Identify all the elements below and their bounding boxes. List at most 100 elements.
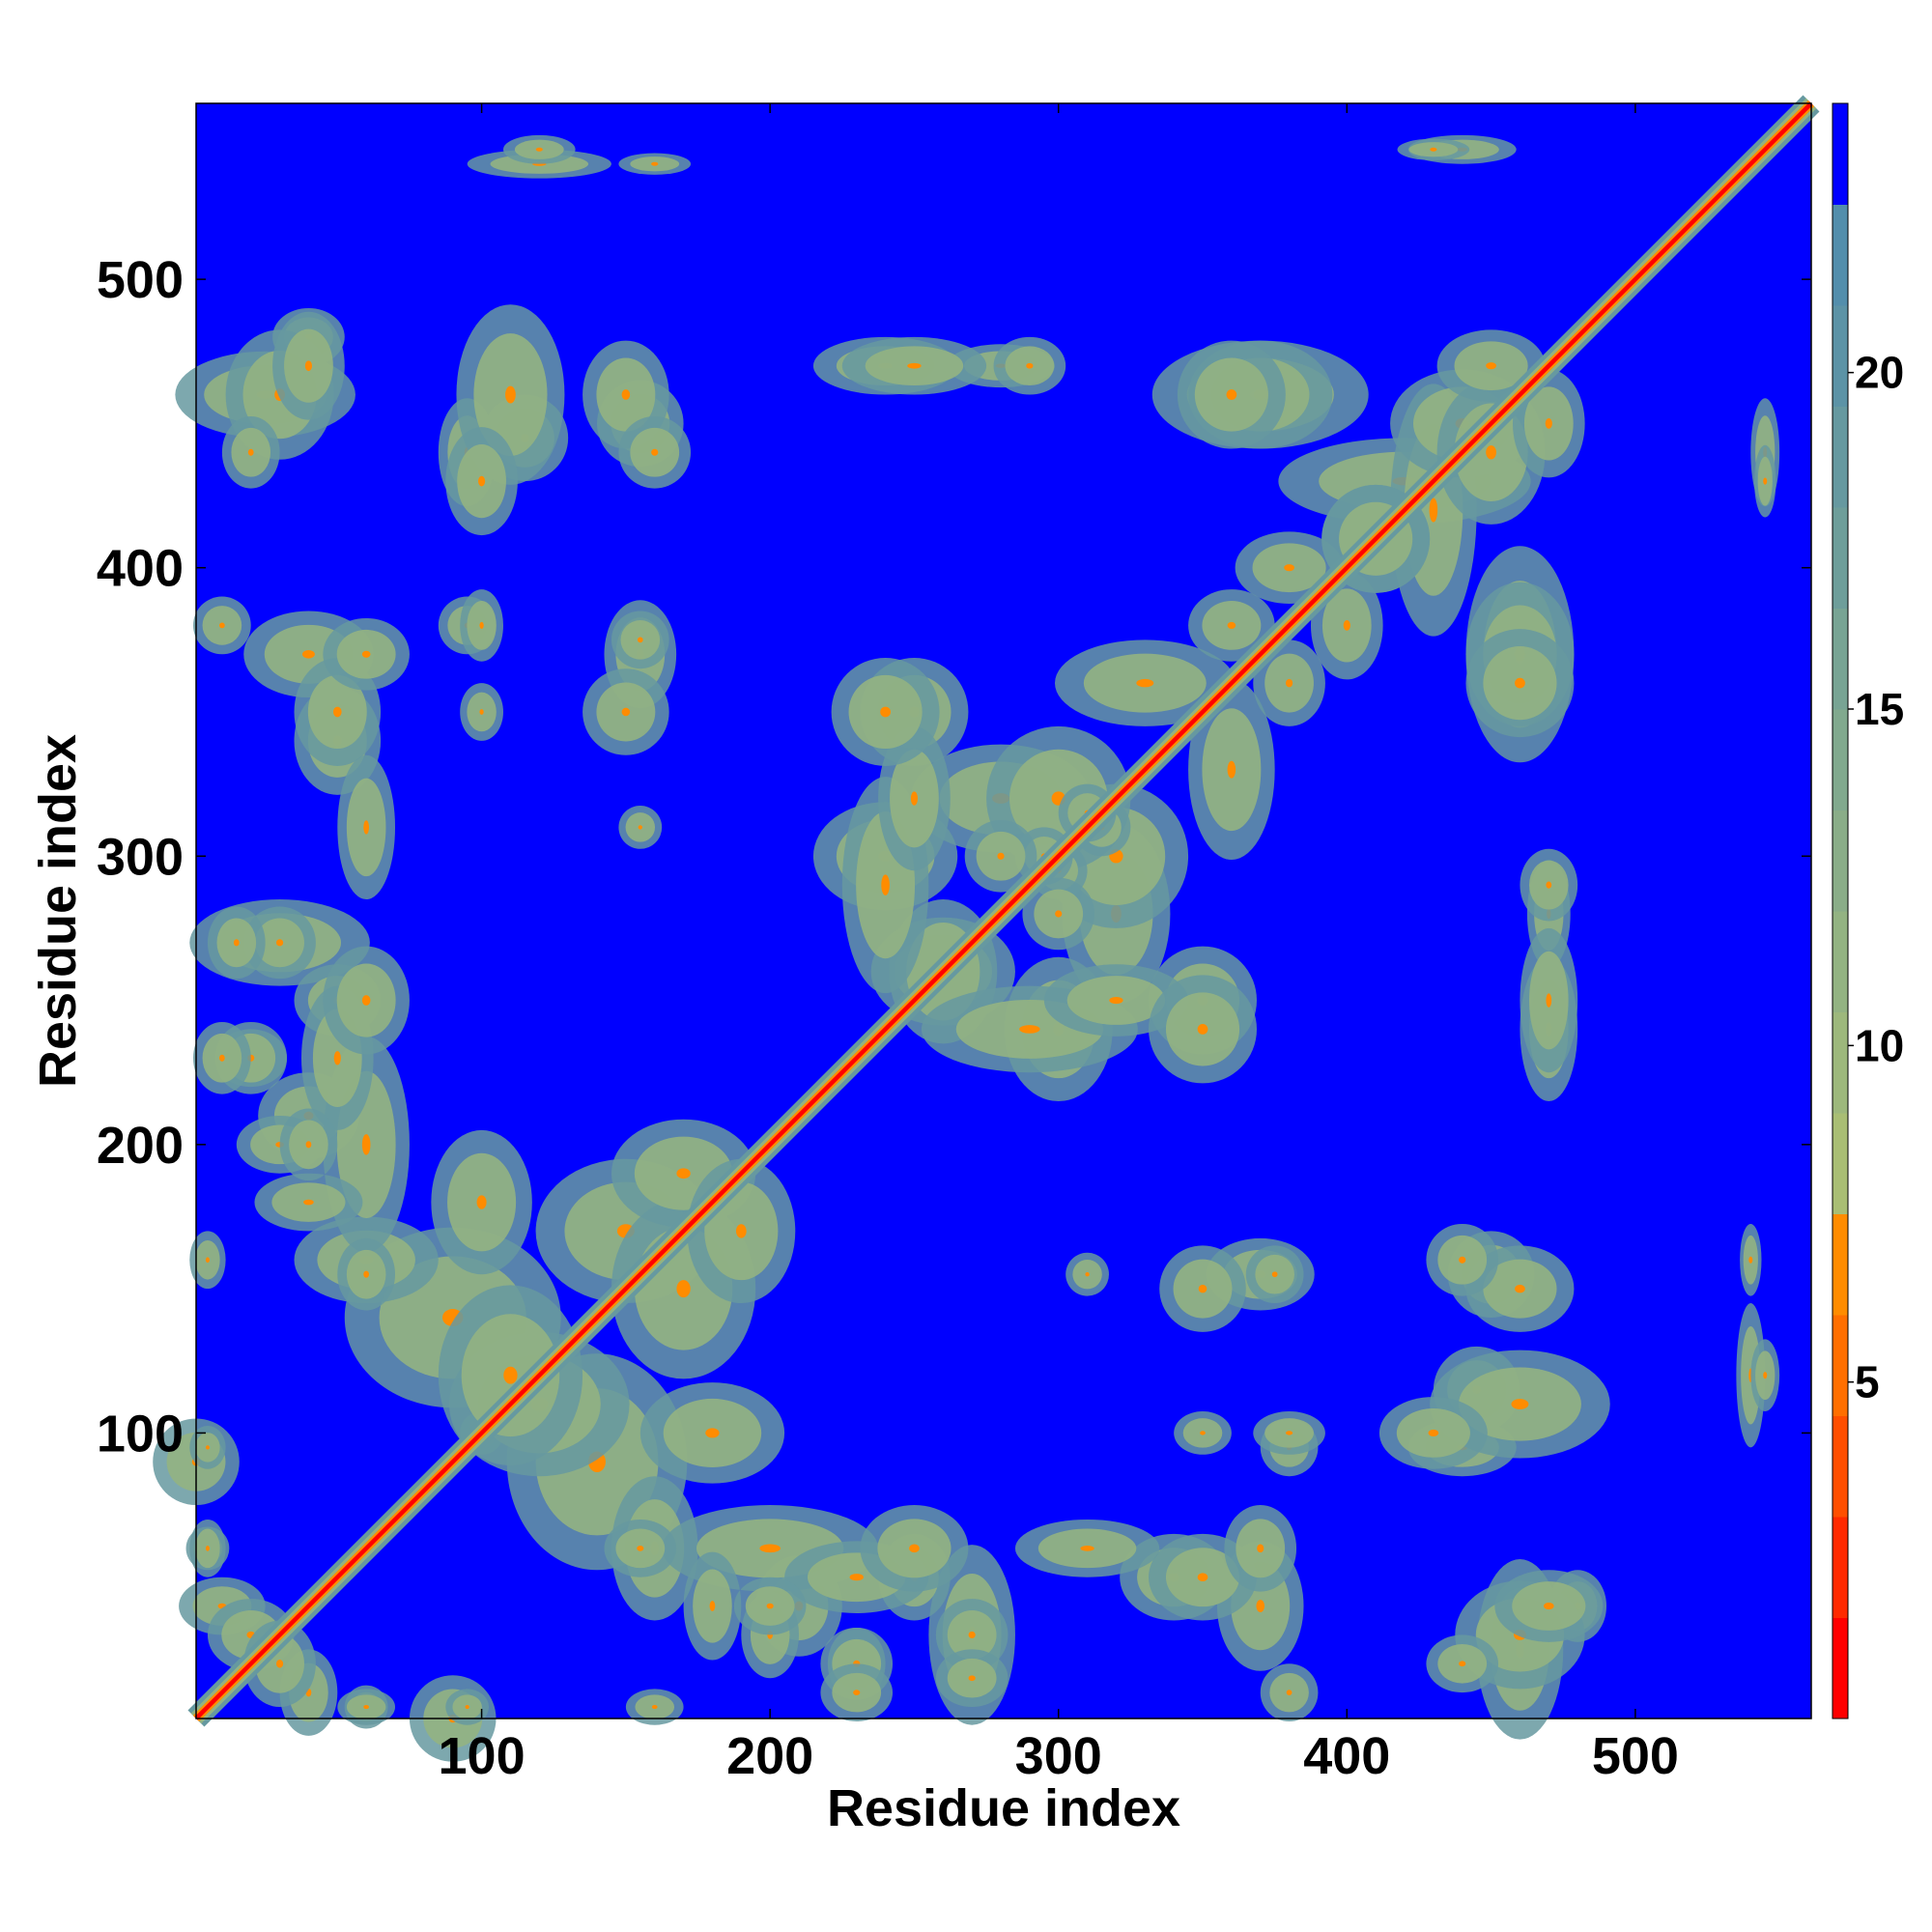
y-axis-label: Residue index <box>29 734 87 1088</box>
contact-hotspot <box>651 448 659 456</box>
colorbar-frame <box>1832 102 1849 1719</box>
colorbar: 5 10 15 20 <box>1832 102 1904 1719</box>
contact-hotspot <box>1511 1399 1529 1409</box>
colorbar-segment <box>1833 204 1848 306</box>
x-tick-label: 400 <box>1303 1727 1390 1785</box>
contact-hotspot <box>205 1445 210 1450</box>
colorbar-segment <box>1833 1415 1848 1518</box>
x-tick-label: 100 <box>439 1727 526 1785</box>
contact-hotspot <box>1019 1025 1040 1034</box>
contact-hotspot <box>1197 1573 1208 1581</box>
x-axis-ticks: 100 200 300 400 500 <box>439 103 1679 1785</box>
contact-hotspot <box>1430 147 1437 152</box>
contact-hotspot <box>637 1545 644 1551</box>
x-axis-label: Residue index <box>827 1779 1180 1837</box>
plot-area <box>153 95 1820 1762</box>
contact-hotspot <box>1286 1431 1293 1435</box>
y-tick-label: 300 <box>97 828 184 886</box>
contact-hotspot <box>709 1601 716 1611</box>
contact-hotspot <box>735 1224 747 1238</box>
contact-hotspot <box>1026 362 1034 369</box>
contact-hotspot <box>363 1705 370 1710</box>
plot-frame <box>195 102 1812 1719</box>
contact-hotspot <box>219 1054 225 1062</box>
y-tick-label: 500 <box>97 251 184 309</box>
contact-hotspot <box>849 1574 864 1581</box>
contact-hotspot <box>1543 1602 1554 1610</box>
contact-hotspot <box>1343 620 1350 631</box>
contact-hotspot <box>363 820 370 835</box>
colorbar-segment <box>1833 1517 1848 1618</box>
contact-hotspot <box>910 791 919 806</box>
contact-hotspot <box>1486 445 1496 460</box>
contact-hotspot <box>1546 881 1552 889</box>
contact-hotspot <box>1486 362 1496 370</box>
diagonal-line <box>194 101 1813 1720</box>
contact-hotspot <box>301 649 315 659</box>
colorbar-segment <box>1833 103 1848 205</box>
contact-hotspot <box>651 161 659 166</box>
contact-hotspot <box>303 1199 314 1206</box>
contact-hotspot <box>676 1168 691 1179</box>
contact-hotspot <box>305 1141 312 1149</box>
contact-hotspot <box>881 874 890 895</box>
contact-hotspot <box>1515 1284 1525 1293</box>
y-axis-ticks: 100 200 300 400 500 <box>97 251 1811 1463</box>
contact-hotspot <box>968 1675 976 1682</box>
contact-hotspot <box>1459 1256 1466 1264</box>
contact-hotspot <box>621 707 631 717</box>
contact-hotspot <box>1080 1545 1094 1551</box>
contact-hotspot <box>1257 1544 1264 1553</box>
contact-hotspot <box>361 650 371 658</box>
contact-hotspot <box>1286 678 1293 688</box>
contact-hotspot <box>304 360 313 372</box>
contact-hotspot <box>276 1659 284 1668</box>
contact-hotspot <box>479 709 484 715</box>
contact-hotspot <box>479 621 484 629</box>
contact-hotspot <box>1085 1272 1090 1277</box>
contact-hotspot <box>621 389 631 400</box>
contact-hotspot <box>1515 677 1525 689</box>
contact-hotspot <box>1198 1284 1208 1293</box>
contact-hotspot <box>1226 389 1237 400</box>
contact-hotspot <box>1429 497 1438 523</box>
contact-hotspot <box>205 1257 210 1264</box>
colorbar-segment <box>1833 1113 1848 1214</box>
colorbar-segment <box>1833 608 1848 710</box>
colorbar-segment <box>1833 911 1848 1012</box>
contact-hotspot <box>1227 760 1236 779</box>
contact-hotspot <box>505 385 516 404</box>
contact-hotspot <box>465 1705 469 1710</box>
colorbar-tick-label: 5 <box>1855 1357 1880 1407</box>
contact-hotspot <box>478 475 486 487</box>
contact-hotspot <box>637 637 643 643</box>
contact-hotspot <box>219 622 225 629</box>
contact-hotspot <box>705 1428 720 1438</box>
x-tick-label: 500 <box>1592 1727 1679 1785</box>
contact-hotspot <box>535 147 543 152</box>
contact-hotspot <box>1546 993 1552 1008</box>
contact-hotspot <box>276 939 284 947</box>
colorbar-segment <box>1833 406 1848 508</box>
contact-hotspot <box>1136 678 1154 688</box>
contact-hotspot <box>1748 1256 1753 1264</box>
contact-hotspot <box>333 1051 341 1065</box>
contact-hotspot <box>766 1603 774 1609</box>
contact-hotspot <box>907 362 922 369</box>
contact-hotspot <box>1428 1429 1439 1436</box>
contact-hotspot <box>1256 1600 1265 1613</box>
colorbar-segment <box>1833 507 1848 609</box>
x-tick-label: 200 <box>726 1727 813 1785</box>
contact-hotspot <box>853 1690 861 1695</box>
diagonal-band <box>187 95 1820 1727</box>
contact-hotspot <box>759 1544 781 1553</box>
colorbar-segment <box>1833 709 1848 810</box>
colorbar-segment <box>1833 1213 1848 1316</box>
colorbar-tick-label: 20 <box>1855 348 1904 398</box>
contact-hotspot <box>361 1134 371 1155</box>
colorbar-segment <box>1833 810 1848 912</box>
colorbar-segment <box>1833 1011 1848 1114</box>
contact-hotspot <box>1763 477 1768 485</box>
contact-hotspot <box>1197 1024 1208 1035</box>
